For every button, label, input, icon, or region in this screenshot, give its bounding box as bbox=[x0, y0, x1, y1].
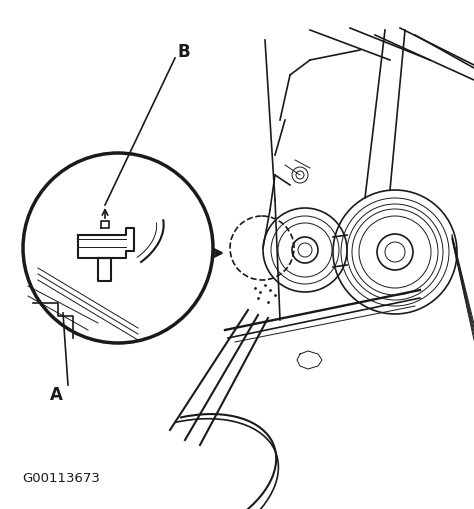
Text: G00113673: G00113673 bbox=[22, 471, 100, 485]
Text: B: B bbox=[178, 43, 191, 61]
Text: A: A bbox=[50, 386, 63, 404]
Circle shape bbox=[23, 153, 213, 343]
